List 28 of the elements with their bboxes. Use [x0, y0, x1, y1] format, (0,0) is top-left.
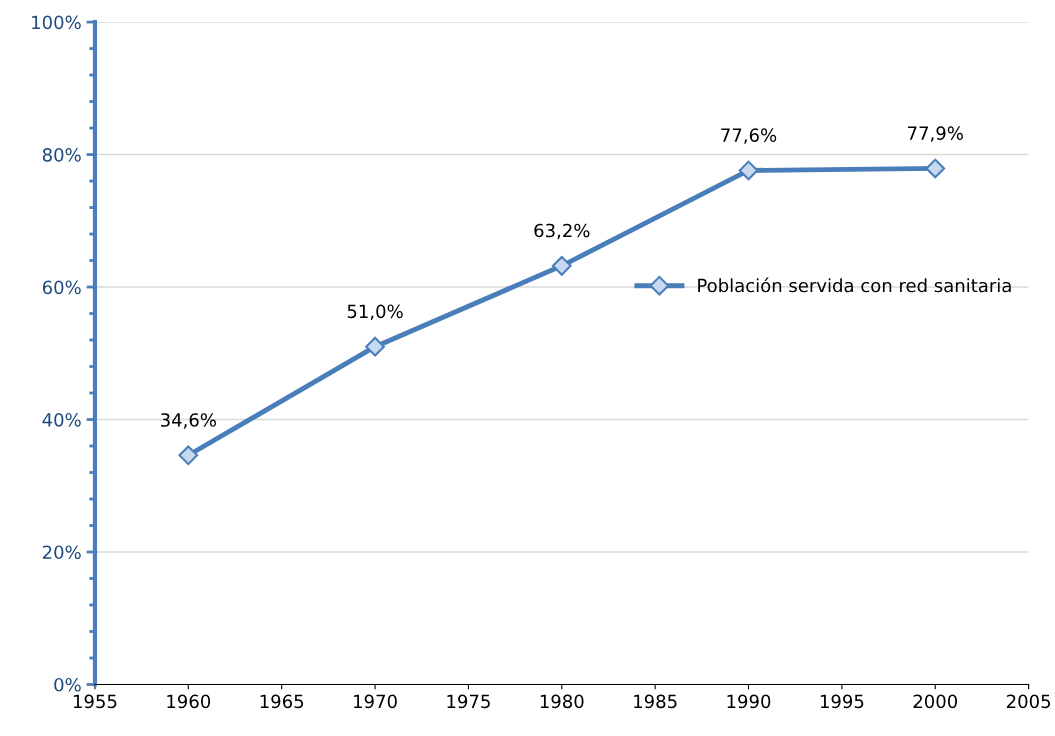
x-tick-label: 1970 [354, 694, 397, 709]
data-label: 77,9% [908, 126, 963, 142]
x-tick-label: 1960 [167, 694, 211, 709]
data-label: 51,0% [347, 304, 403, 320]
x-tick-label: 1985 [634, 694, 677, 709]
y-tick-label: 0% [54, 677, 81, 692]
y-tick-label: 80% [42, 148, 81, 162]
y-tick-label: 60% [42, 280, 81, 295]
x-tick-label: 2005 [1006, 694, 1051, 709]
x-tick-label: 1990 [727, 694, 771, 709]
point [178, 445, 199, 466]
point [365, 336, 385, 357]
y-tick-label: 20% [42, 545, 81, 560]
x-tick-label: 2000 [913, 694, 958, 709]
x-tick-label: 1980 [540, 694, 584, 709]
x-tick-label: 1995 [820, 694, 864, 709]
data-label: 63,2% [534, 223, 590, 240]
legend-label: Población servida con red sanitaria [698, 277, 1011, 293]
data-label: 34,6% [161, 413, 216, 429]
x-tick-label: 1975 [447, 694, 490, 709]
y-tick-label: 40% [42, 412, 81, 427]
point [738, 160, 759, 181]
data-label: 77,6% [721, 128, 777, 144]
point [925, 158, 946, 179]
point [551, 255, 572, 276]
x-tick-label: 1965 [260, 694, 304, 709]
y-tick-label: 100% [32, 15, 81, 30]
x-tick-label: 1955 [73, 694, 117, 709]
